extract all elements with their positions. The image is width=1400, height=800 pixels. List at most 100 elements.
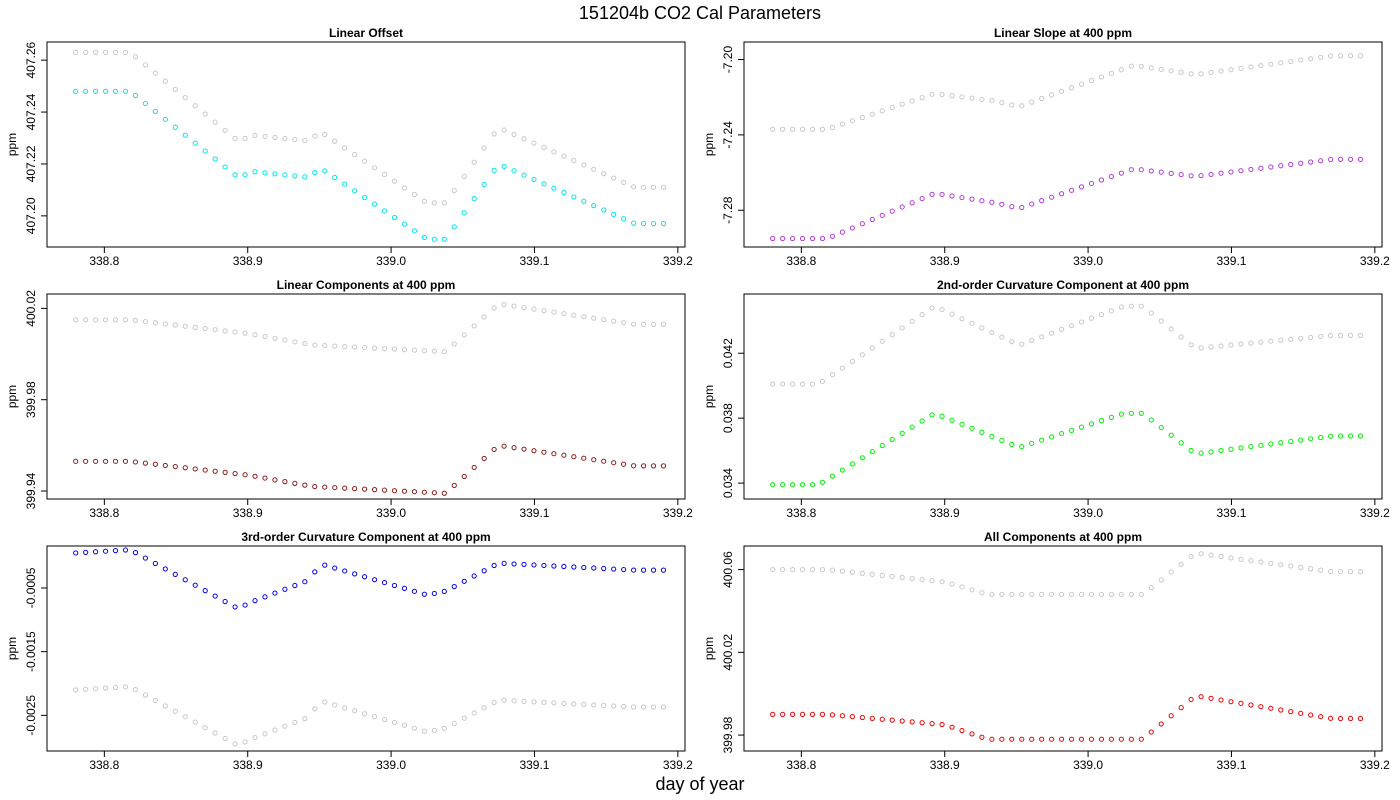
panel-3-current-point — [421, 489, 427, 495]
panel-4-current-point — [1148, 417, 1154, 423]
panel-1-reference-point — [441, 200, 447, 206]
panel-2-current-point — [1337, 156, 1344, 162]
panel-3-current-point — [272, 477, 278, 483]
panel-4-current-point — [1328, 433, 1334, 439]
panel-1-current-point — [471, 196, 477, 202]
panel-2-reference-point — [989, 97, 995, 104]
panel-3-current-point — [172, 463, 178, 470]
panel-3-reference-point — [292, 339, 298, 345]
panel-5-current-point — [541, 562, 547, 569]
panel-5-reference-point — [172, 708, 178, 714]
panel-1-current-point — [601, 207, 607, 213]
panel-4-ytick-label: 0.034 — [721, 468, 735, 498]
panel-2-reference-point — [1188, 71, 1194, 77]
panel-4-current-point — [1238, 445, 1244, 451]
panel-3-current-point — [611, 460, 617, 466]
panel-6-current-point — [1078, 736, 1085, 742]
panel-5-reference-point — [152, 697, 158, 704]
panel-2-reference-point — [839, 121, 846, 127]
panel-1-current-point — [352, 188, 358, 194]
panel-1-current-point — [202, 148, 208, 154]
panel-5-reference-point — [441, 725, 447, 731]
panel-4-reference-point — [949, 311, 955, 317]
panel-2-reference-point — [1218, 68, 1224, 74]
panel-5-current-point — [312, 569, 318, 575]
panel-6-current-point — [1138, 736, 1144, 742]
panel-3-reference-point — [212, 327, 218, 333]
panel-2-current-point — [1258, 165, 1264, 171]
panel-3-current-point — [401, 488, 408, 494]
panel-3-current-point — [451, 482, 457, 489]
panel-5-current-point — [471, 573, 477, 579]
panel-4-current-point — [1208, 449, 1214, 455]
panel-1-reference-point — [511, 131, 517, 137]
panel-3-current-point — [152, 461, 158, 467]
panel-2-reference-point — [1178, 69, 1184, 75]
panel-1-reference-point — [631, 184, 637, 190]
panel-1-reference-point — [132, 54, 139, 60]
panel-3-reference-point — [531, 306, 537, 312]
panel-3-current-point — [292, 480, 298, 486]
panel-3-current-point — [102, 458, 109, 464]
panel-3-current-point — [591, 457, 597, 463]
panel-6-current-point — [1009, 736, 1015, 742]
panel-5-reference-point — [401, 722, 408, 728]
panel-6-current-point — [1059, 736, 1065, 742]
panel-3-current-point — [561, 452, 567, 458]
panel-6-current-point — [939, 721, 945, 728]
panel-4-ylabel: ppm — [702, 385, 716, 408]
panel-4-reference-point — [1178, 334, 1184, 340]
panel-1-current-point — [142, 100, 149, 107]
panel-3-current-point — [122, 458, 129, 464]
panel-1-reference-point — [591, 166, 597, 172]
panel-1-reference-point — [481, 145, 487, 151]
panel-3-current-point — [660, 463, 667, 469]
panel-5-reference-point — [471, 710, 477, 716]
panel-2-reference-point — [1138, 63, 1144, 69]
panel-1-current-point — [660, 221, 667, 227]
panel-4-current-point — [929, 412, 935, 418]
panel-4-reference-point — [929, 305, 935, 311]
panel-3-current-point — [232, 470, 238, 477]
panel-4-current-point — [1248, 444, 1254, 450]
panel-2-current-point — [1278, 163, 1284, 169]
panel-6-current-point — [1288, 709, 1294, 715]
panel-1-current-point — [122, 88, 129, 94]
panel-6-reference-point — [780, 566, 786, 573]
panel-3-current-point — [342, 485, 348, 491]
panel-2-xtick-label: 338.8 — [786, 254, 816, 268]
panel-4-current-point — [799, 482, 806, 488]
panel-6-current-point — [770, 711, 776, 717]
panel-5-reference-point — [192, 719, 198, 725]
panel-3-ytick-label: 399.98 — [24, 381, 38, 418]
x-axis-title: day of year — [655, 774, 745, 794]
panel-5-current-point — [332, 565, 338, 571]
panel-6-ylabel: ppm — [702, 637, 716, 660]
panel-1-reference-point — [571, 157, 577, 164]
panel-1-current-point — [262, 170, 268, 176]
panel-1-reference-point — [362, 158, 368, 164]
figure-title: 151204b CO2 Cal Parameters — [578, 3, 822, 23]
panel-1-reference-point — [401, 185, 408, 191]
panel-1-reference-point — [501, 127, 507, 133]
panel-5-reference-point — [501, 697, 507, 703]
panel-2-current-point — [819, 235, 826, 242]
panel-5-current-point — [282, 586, 288, 592]
panel-1-current-point — [212, 156, 218, 162]
panel-2-reference-point — [1019, 103, 1025, 109]
panel-1-reference-point — [112, 49, 119, 55]
panel-2-current-point — [879, 212, 885, 218]
panel-5-reference-point — [102, 685, 109, 691]
panel-3-reference-point — [112, 317, 119, 323]
panel-3-current-point — [501, 443, 507, 449]
panel-1-xtick-label: 338.8 — [89, 254, 119, 268]
panel-5-xtick-label: 338.9 — [233, 758, 263, 772]
panel-6-reference-point — [939, 579, 945, 585]
panel-5-current-point — [621, 566, 627, 573]
panel-2-reference-point — [889, 104, 895, 111]
panel-6-current-point — [1238, 700, 1244, 706]
panel-3-reference-point — [182, 323, 188, 329]
panel-4-ytick-label: 0.042 — [721, 338, 735, 368]
panel-1-reference-point — [391, 178, 398, 184]
panel-4-xtick-label: 339.2 — [1360, 506, 1390, 520]
